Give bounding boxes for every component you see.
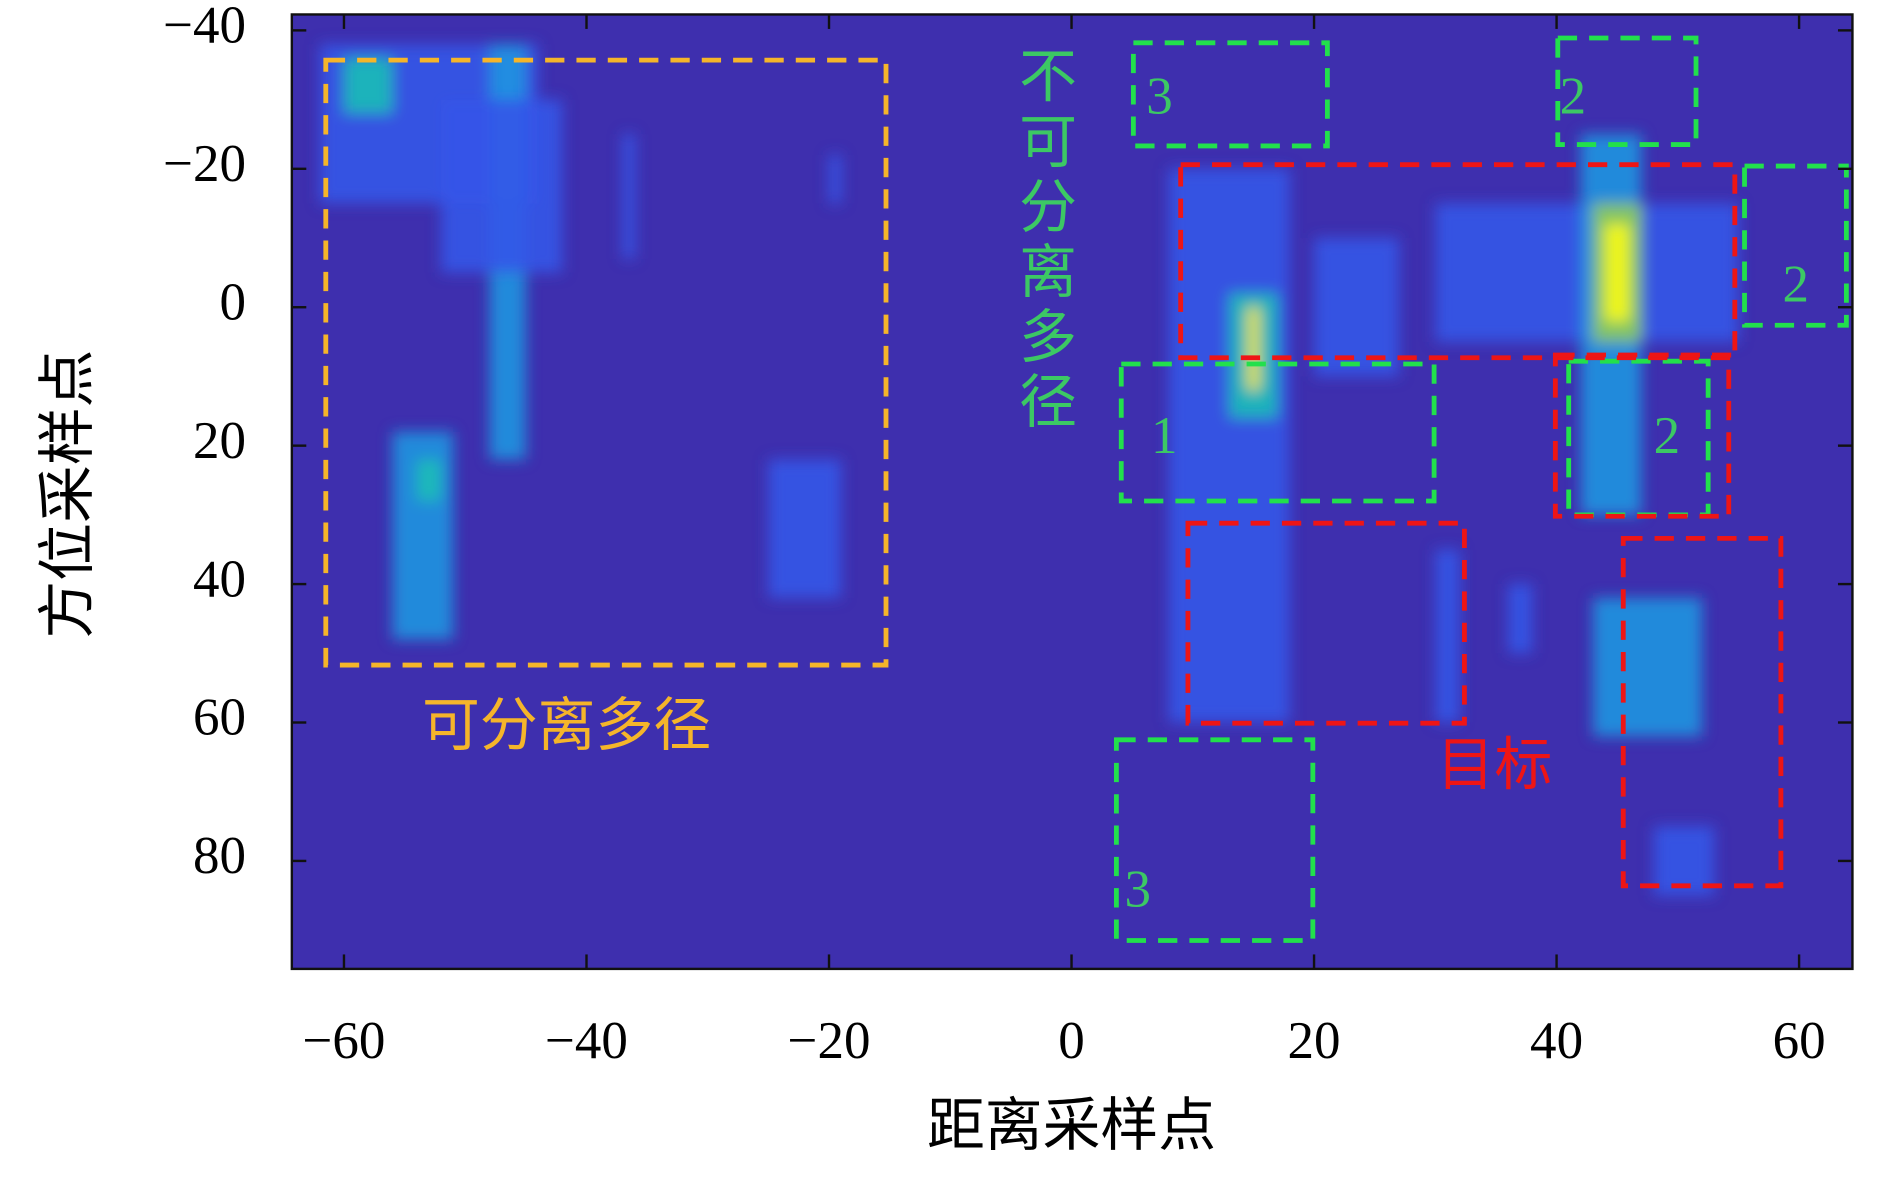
annotation: 1	[1151, 407, 1178, 465]
annotation: 2	[1654, 407, 1681, 465]
annotation: 3	[1146, 67, 1173, 125]
y-tick-label: 20	[193, 412, 246, 470]
region-box	[1118, 361, 1437, 504]
region-box	[1555, 35, 1699, 147]
annotation: 2	[1560, 67, 1587, 125]
x-axis-label: 距离采样点	[927, 1093, 1216, 1158]
annotation: 3	[1125, 860, 1152, 918]
y-tick-label: 60	[193, 689, 246, 747]
y-tick-label: −40	[163, 0, 246, 55]
heatmap-cell	[1168, 168, 1290, 723]
heatmap-cell	[343, 58, 393, 114]
annotation: 不可分离多径	[1010, 46, 1075, 436]
annotation: 目标	[1437, 733, 1553, 798]
heatmap-cell	[622, 134, 635, 259]
annotation: 可分离多径	[422, 693, 711, 758]
x-tick-label: 60	[1773, 1012, 1826, 1070]
heatmap-cell	[768, 459, 842, 598]
x-tick-label: 0	[1058, 1012, 1085, 1070]
y-tick-label: 80	[193, 827, 246, 885]
region-box	[1620, 535, 1784, 889]
heatmap-cell	[416, 459, 441, 502]
region-box	[323, 57, 889, 668]
annotation: 2	[1783, 255, 1810, 313]
heatmap-cell	[1508, 584, 1533, 654]
region-box	[1185, 520, 1467, 726]
heatmap-cell	[1605, 224, 1630, 322]
x-tick-label: 20	[1288, 1012, 1341, 1070]
heatmap-cell	[1314, 238, 1399, 377]
x-tick-label: 40	[1530, 1012, 1583, 1070]
y-tick-label: −20	[163, 135, 246, 193]
heatmap-cell	[440, 99, 563, 273]
x-tick-label: −60	[303, 1012, 386, 1070]
region-box	[1552, 352, 1732, 519]
region-box	[1742, 163, 1849, 328]
heatmap-cells	[319, 44, 1739, 896]
y-tick-label: 40	[193, 550, 246, 608]
region-box	[1130, 40, 1330, 149]
heatmap-cell	[1435, 549, 1460, 723]
y-tick-label: 0	[220, 273, 247, 331]
region-box	[1113, 737, 1316, 943]
heatmap-cell	[1592, 597, 1703, 737]
y-axis-label: 方位采样点	[35, 350, 100, 639]
heatmap-cell	[1247, 307, 1260, 391]
x-tick-label: −40	[545, 1012, 628, 1070]
x-tick-label: −20	[788, 1012, 871, 1070]
heatmap-cell	[829, 154, 842, 204]
